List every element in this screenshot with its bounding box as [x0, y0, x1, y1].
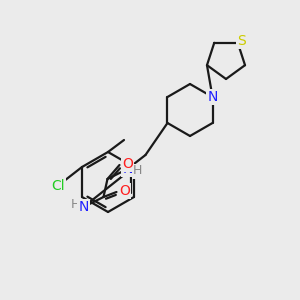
Text: N: N	[207, 90, 218, 104]
Text: H: H	[71, 199, 80, 212]
Text: O: O	[119, 184, 130, 198]
Text: N: N	[122, 162, 133, 176]
Text: H: H	[133, 164, 142, 178]
Text: O: O	[122, 157, 133, 171]
Text: S: S	[237, 34, 246, 48]
Text: N: N	[78, 200, 89, 214]
Text: Cl: Cl	[51, 179, 65, 193]
